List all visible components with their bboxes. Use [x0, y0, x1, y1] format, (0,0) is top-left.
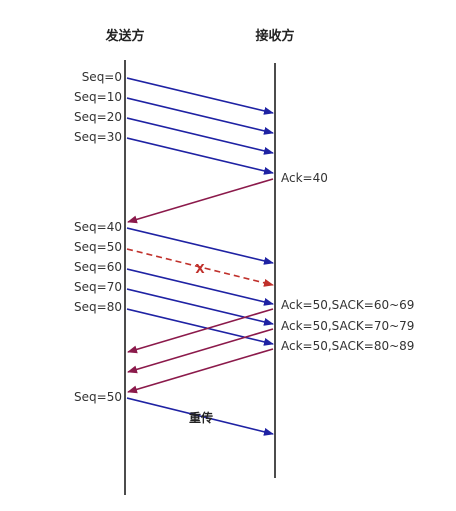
ack-arrow: [127, 178, 274, 224]
ack-label: Ack=40: [281, 171, 328, 185]
data-arrow: [126, 117, 274, 155]
data-arrow: [126, 137, 274, 175]
lost-data-arrow: [126, 248, 274, 287]
seq-label: Seq=30: [74, 130, 122, 144]
seq-label: Seq=50: [74, 240, 122, 254]
data-arrow: [126, 97, 274, 135]
data-arrow: [126, 227, 274, 265]
sender-title: 发送方: [104, 28, 144, 44]
retransmit-arrow: [126, 397, 274, 436]
seq-label: Seq=60: [74, 260, 122, 274]
sack-arrow: [127, 328, 274, 374]
seq-label: Seq=20: [74, 110, 122, 124]
seq-label: Seq=10: [74, 90, 122, 104]
data-arrow: [126, 268, 274, 306]
data-arrow: [126, 77, 274, 115]
ack-label: Ack=50,SACK=60~69: [281, 298, 414, 312]
data-arrow: [126, 308, 274, 346]
sack-arrow: [127, 348, 274, 394]
seq-label: Seq=80: [74, 300, 122, 314]
retransmit-label: 重传: [189, 410, 213, 425]
ack-label: Ack=50,SACK=80~89: [281, 339, 414, 353]
seq-label: Seq=0: [82, 70, 122, 84]
lost-marker: X: [195, 262, 205, 276]
seq-label: Seq=70: [74, 280, 122, 294]
ack-label: Ack=50,SACK=70~79: [281, 319, 414, 333]
sack-arrow: [127, 308, 274, 354]
seq-label: Seq=40: [74, 220, 122, 234]
receiver-title: 接收方: [255, 28, 294, 44]
retransmit-seq-label: Seq=50: [74, 390, 122, 404]
data-arrow: [126, 288, 274, 326]
